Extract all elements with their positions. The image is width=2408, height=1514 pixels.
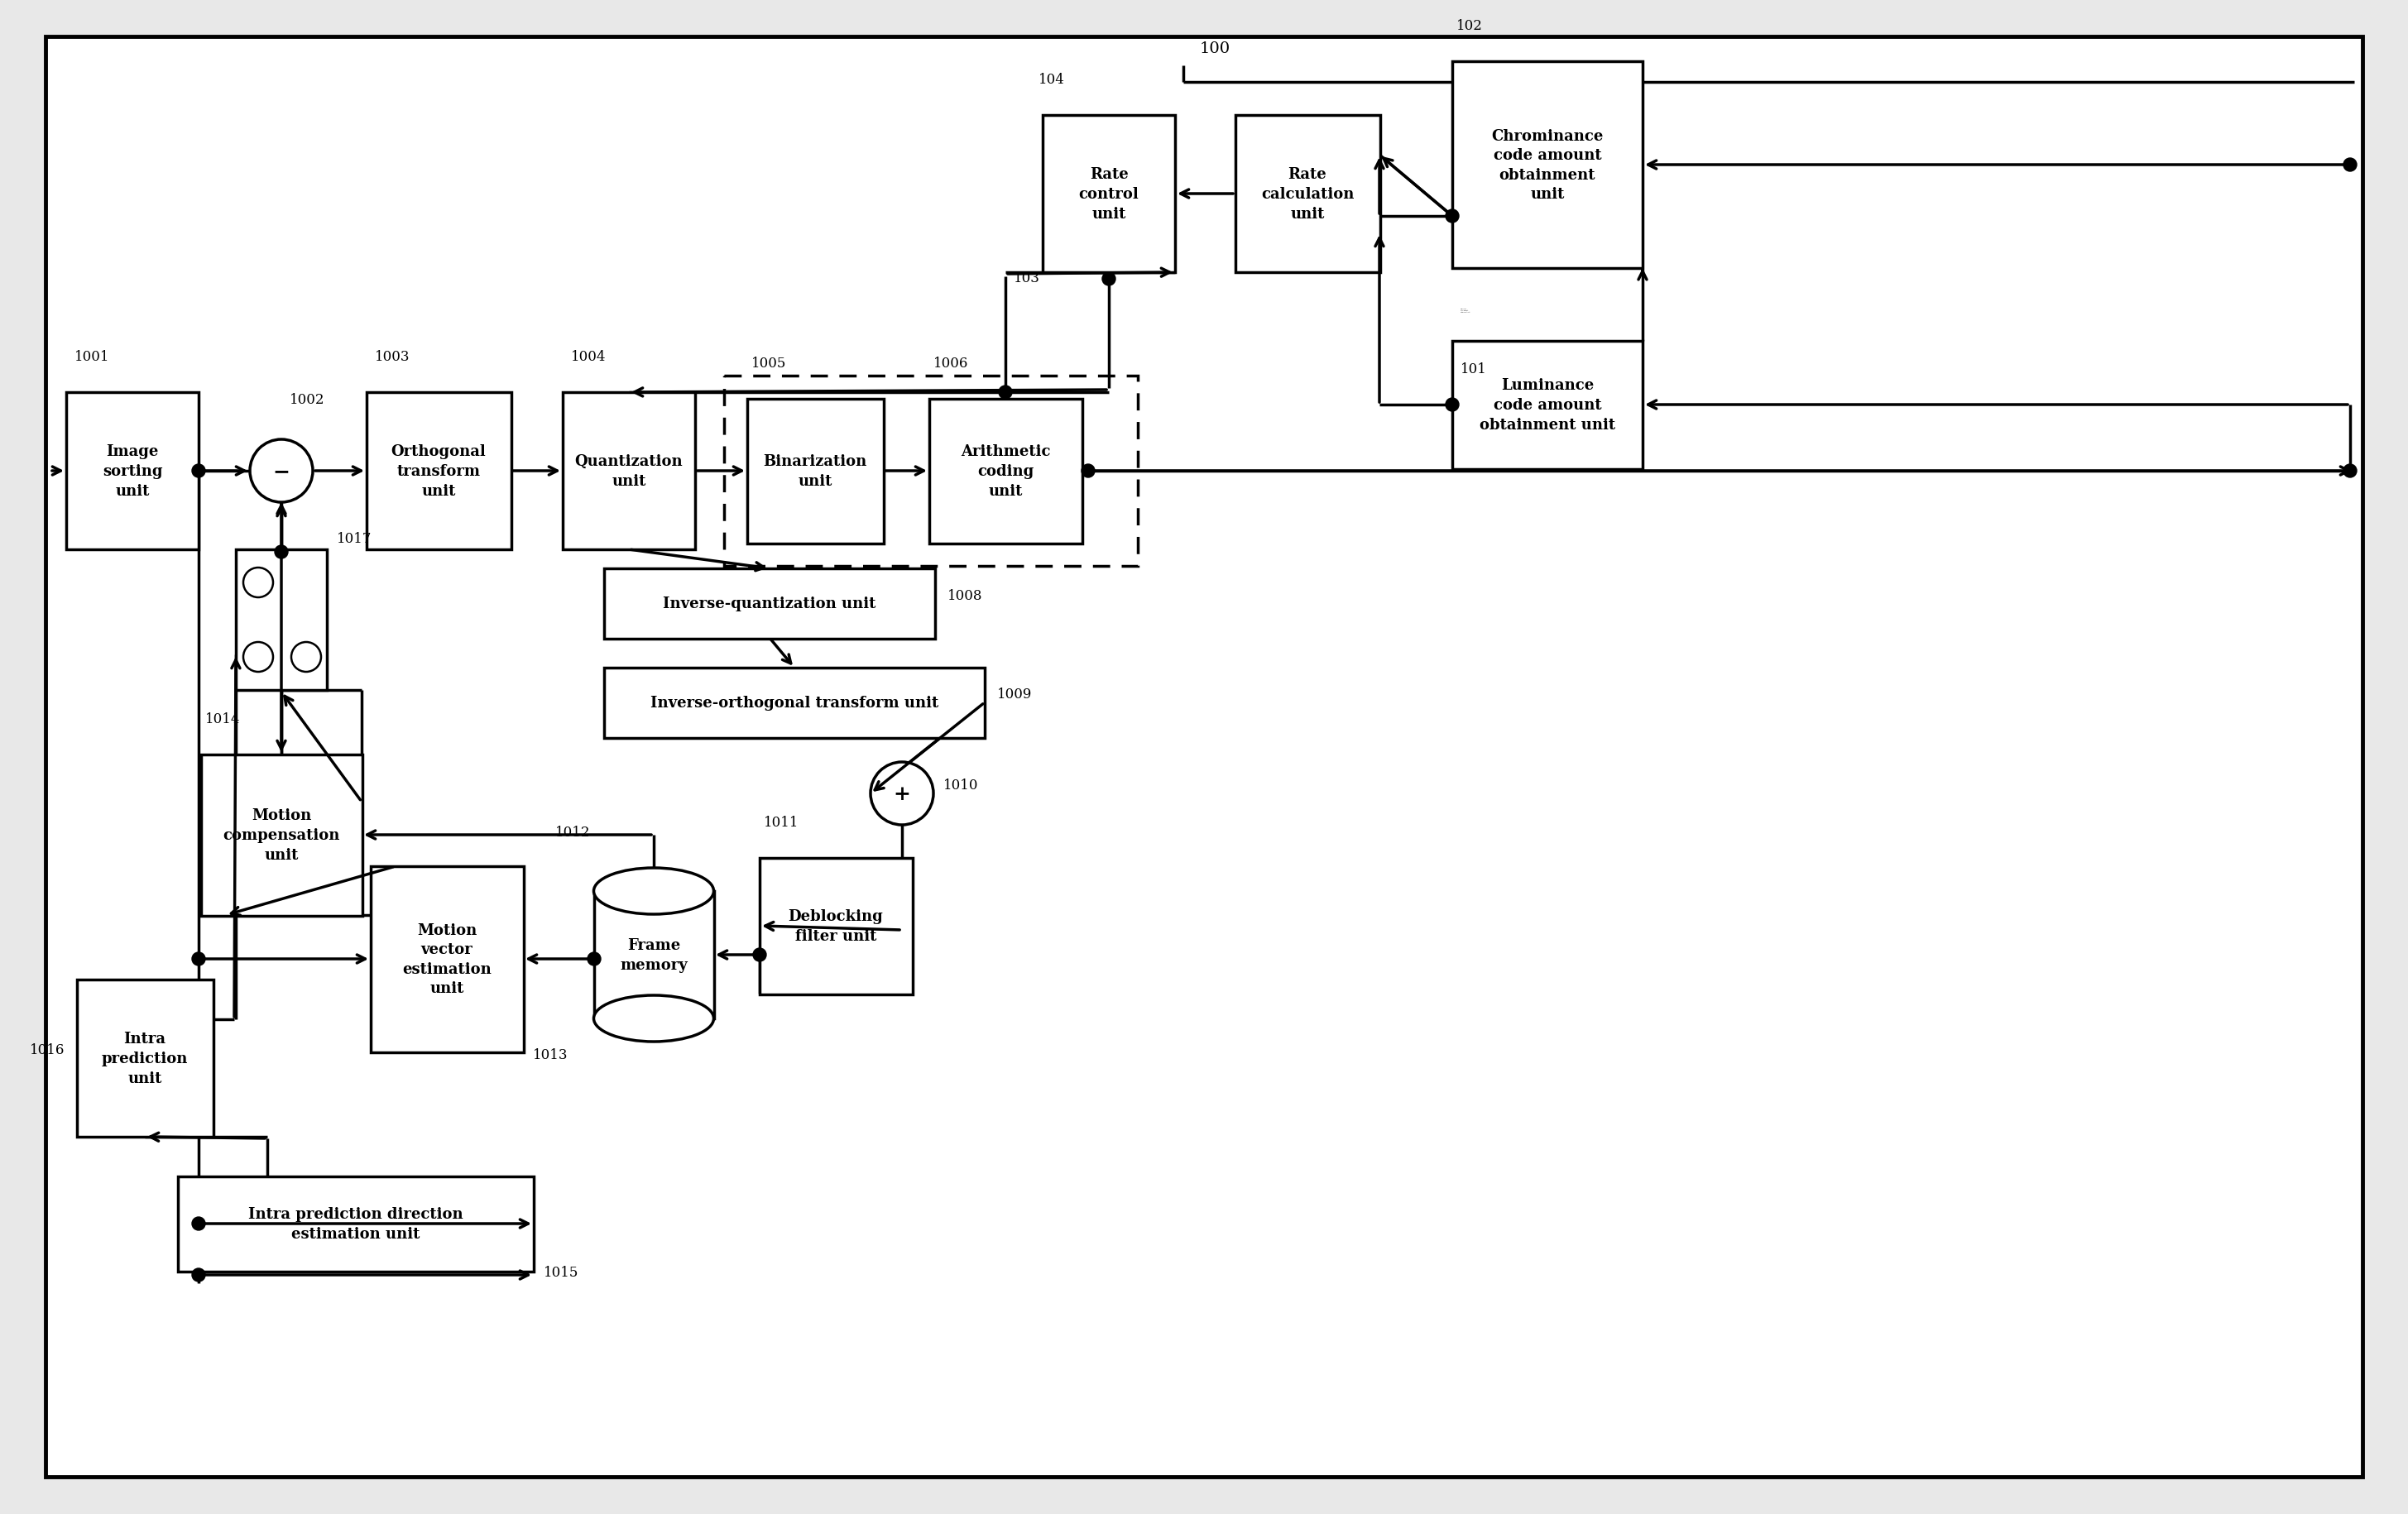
Bar (77, 980, 212, 1137)
Text: 1003: 1003 (376, 350, 409, 363)
Text: Arithmetic
coding
unit: Arithmetic coding unit (961, 445, 1050, 498)
Text: 1005: 1005 (751, 356, 787, 371)
Text: 1001: 1001 (75, 350, 111, 363)
Ellipse shape (595, 996, 713, 1042)
Bar (759, 858, 913, 995)
Bar (178, 1176, 535, 1272)
Circle shape (193, 1217, 205, 1231)
Bar (604, 568, 934, 639)
Bar (200, 754, 361, 916)
Bar (725, 375, 1139, 566)
Circle shape (1445, 210, 1459, 223)
Bar (563, 392, 696, 550)
Text: Intra prediction direction
estimation unit: Intra prediction direction estimation un… (248, 1207, 462, 1241)
Circle shape (999, 386, 1011, 400)
Bar (371, 866, 523, 1052)
Bar (595, 892, 715, 1019)
Text: 1015: 1015 (544, 1266, 578, 1279)
Circle shape (291, 642, 320, 672)
Text: 103: 103 (1014, 271, 1040, 285)
Bar (604, 668, 985, 737)
Circle shape (275, 545, 289, 559)
Text: Luminance
code amount
obtainment unit: Luminance code amount obtainment unit (1462, 309, 1469, 312)
Bar (236, 550, 327, 690)
Circle shape (754, 948, 766, 961)
Bar (746, 400, 884, 544)
Ellipse shape (595, 868, 713, 914)
Bar (65, 392, 197, 550)
Text: 1002: 1002 (289, 392, 325, 407)
Text: −: − (272, 462, 289, 481)
Text: 104: 104 (1038, 73, 1064, 86)
Circle shape (872, 763, 934, 825)
Text: 1004: 1004 (571, 350, 607, 363)
Circle shape (1081, 465, 1096, 478)
Circle shape (193, 465, 205, 478)
Text: Orthogonal
transform
unit: Orthogonal transform unit (390, 445, 486, 498)
Bar (1452, 62, 1642, 268)
Text: Quantization
unit: Quantization unit (576, 454, 684, 489)
Circle shape (2343, 159, 2357, 173)
Text: 1013: 1013 (532, 1048, 568, 1061)
Bar (595, 871, 713, 890)
Circle shape (2343, 465, 2357, 478)
Text: Motion
compensation
unit: Motion compensation unit (224, 808, 340, 861)
Text: 1008: 1008 (946, 589, 982, 603)
Text: 1017: 1017 (337, 531, 371, 545)
Text: 1014: 1014 (205, 712, 241, 727)
Text: Inverse-orthogonal transform unit: Inverse-orthogonal transform unit (650, 695, 939, 710)
Text: Luminance
code amount
obtainment unit: Luminance code amount obtainment unit (1479, 378, 1616, 431)
Text: Binarization
unit: Binarization unit (763, 454, 867, 489)
Circle shape (588, 952, 600, 966)
Text: Rate
control
unit: Rate control unit (1079, 168, 1139, 221)
Text: Motion
vector
estimation
unit: Motion vector estimation unit (402, 922, 491, 996)
Circle shape (243, 568, 272, 598)
Text: Frame
memory: Frame memory (619, 937, 689, 972)
Text: 100: 100 (1199, 41, 1230, 56)
Text: Inverse-quantization unit: Inverse-quantization unit (662, 597, 877, 612)
Circle shape (1103, 273, 1115, 286)
Text: +: + (893, 784, 910, 804)
Text: Image
sorting
unit: Image sorting unit (104, 445, 161, 498)
Text: 1010: 1010 (944, 778, 978, 792)
Text: 101: 101 (1462, 362, 1486, 375)
Text: 1016: 1016 (29, 1043, 65, 1057)
Circle shape (1445, 398, 1459, 412)
Bar (929, 400, 1081, 544)
Text: Intra
prediction
unit: Intra prediction unit (101, 1031, 188, 1086)
Bar (1452, 341, 1642, 469)
Text: Deblocking
filter unit: Deblocking filter unit (787, 908, 884, 943)
Circle shape (243, 642, 272, 672)
Text: 1009: 1009 (997, 687, 1033, 701)
Text: 1006: 1006 (934, 356, 968, 371)
Bar (366, 392, 510, 550)
Text: Rate
calculation
unit: Rate calculation unit (1262, 168, 1353, 221)
Bar (1043, 115, 1175, 273)
Circle shape (193, 1269, 205, 1282)
Bar (1235, 115, 1380, 273)
Text: 1012: 1012 (554, 825, 590, 839)
Text: 1011: 1011 (763, 816, 799, 830)
Circle shape (250, 441, 313, 503)
Circle shape (193, 952, 205, 966)
Text: Chrominance
code amount
obtainment
unit: Chrominance code amount obtainment unit (1491, 129, 1604, 201)
Text: 102: 102 (1457, 20, 1483, 33)
